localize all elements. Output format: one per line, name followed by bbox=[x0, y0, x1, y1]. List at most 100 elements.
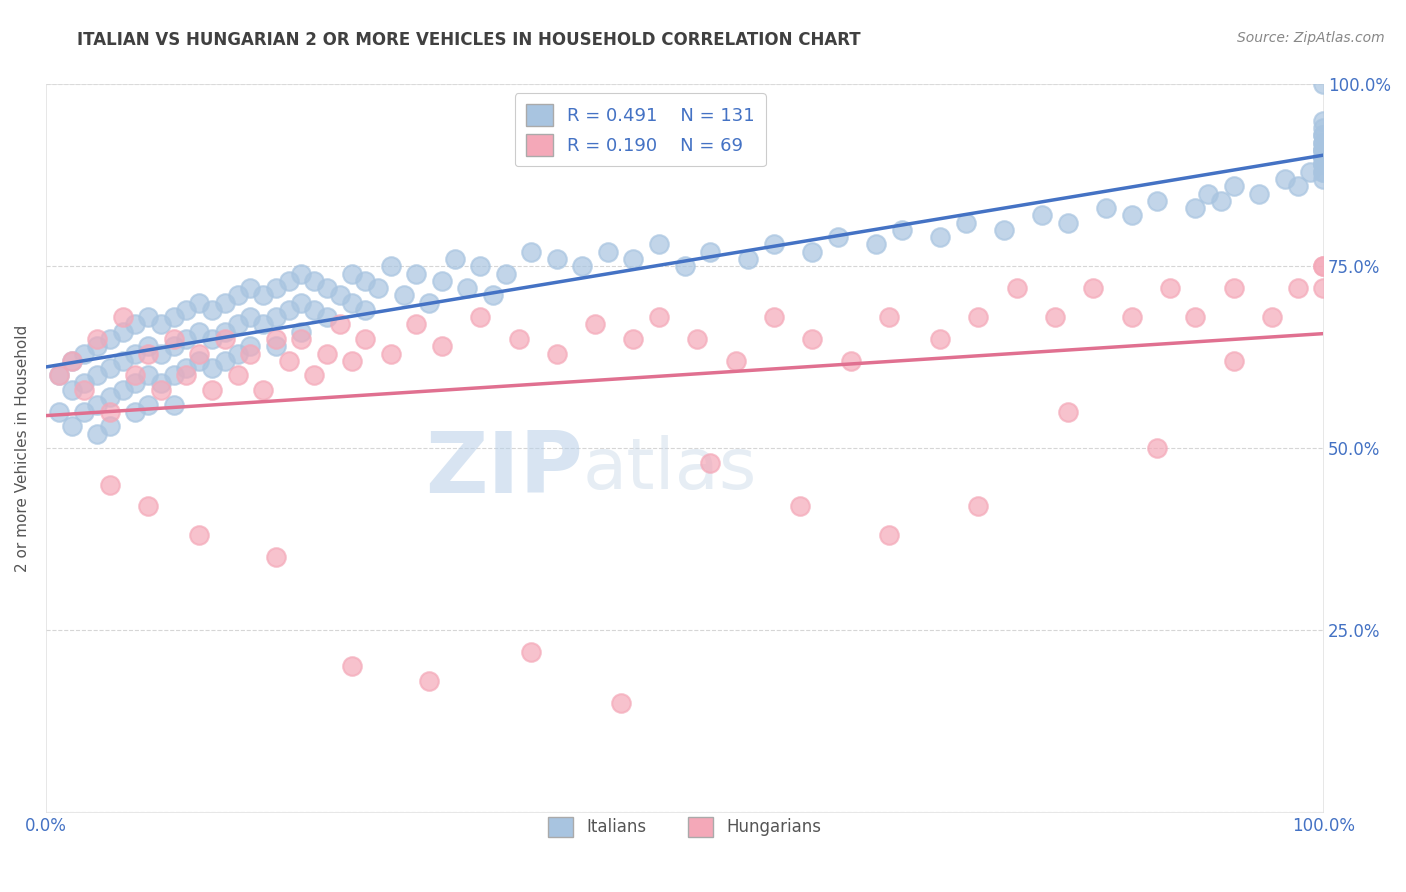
Point bbox=[443, 252, 465, 266]
Point bbox=[955, 216, 977, 230]
Point bbox=[1312, 128, 1334, 143]
Point bbox=[929, 332, 952, 346]
Point bbox=[111, 383, 134, 397]
Point bbox=[1312, 165, 1334, 179]
Point bbox=[1312, 150, 1334, 164]
Point bbox=[290, 325, 312, 339]
Point bbox=[163, 310, 186, 325]
Point bbox=[1286, 281, 1309, 295]
Point bbox=[1184, 310, 1206, 325]
Point bbox=[163, 397, 186, 411]
Point bbox=[111, 354, 134, 368]
Point bbox=[648, 237, 671, 252]
Point bbox=[48, 405, 70, 419]
Point bbox=[354, 332, 377, 346]
Point bbox=[98, 390, 121, 404]
Point bbox=[214, 354, 236, 368]
Point bbox=[136, 346, 159, 360]
Point bbox=[239, 339, 262, 353]
Point bbox=[264, 339, 287, 353]
Point bbox=[699, 244, 721, 259]
Point bbox=[546, 252, 568, 266]
Point bbox=[176, 332, 198, 346]
Point bbox=[789, 500, 811, 514]
Point bbox=[60, 354, 83, 368]
Point bbox=[737, 252, 759, 266]
Text: Source: ZipAtlas.com: Source: ZipAtlas.com bbox=[1237, 31, 1385, 45]
Point bbox=[546, 346, 568, 360]
Point bbox=[623, 252, 645, 266]
Point bbox=[967, 500, 990, 514]
Point bbox=[98, 419, 121, 434]
Point bbox=[1312, 143, 1334, 157]
Point bbox=[277, 354, 299, 368]
Point bbox=[495, 267, 517, 281]
Text: ZIP: ZIP bbox=[425, 428, 582, 511]
Point bbox=[482, 288, 505, 302]
Point bbox=[673, 260, 696, 274]
Point bbox=[86, 339, 108, 353]
Point bbox=[380, 260, 402, 274]
Point bbox=[316, 346, 339, 360]
Point bbox=[1043, 310, 1066, 325]
Point bbox=[48, 368, 70, 383]
Point bbox=[226, 346, 249, 360]
Point bbox=[239, 310, 262, 325]
Point bbox=[86, 426, 108, 441]
Point bbox=[188, 295, 211, 310]
Point bbox=[201, 361, 224, 376]
Point bbox=[877, 528, 900, 542]
Point bbox=[98, 332, 121, 346]
Point bbox=[149, 376, 172, 390]
Point bbox=[201, 383, 224, 397]
Point bbox=[214, 325, 236, 339]
Point bbox=[302, 302, 325, 317]
Point bbox=[226, 368, 249, 383]
Point bbox=[967, 310, 990, 325]
Point bbox=[226, 318, 249, 332]
Point bbox=[1312, 157, 1334, 171]
Point bbox=[60, 354, 83, 368]
Point bbox=[1184, 201, 1206, 215]
Point bbox=[342, 354, 364, 368]
Point bbox=[1312, 113, 1334, 128]
Point bbox=[470, 310, 492, 325]
Point bbox=[1209, 194, 1232, 208]
Point bbox=[1261, 310, 1284, 325]
Point bbox=[252, 318, 274, 332]
Y-axis label: 2 or more Vehicles in Household: 2 or more Vehicles in Household bbox=[15, 325, 30, 572]
Legend: Italians, Hungarians: Italians, Hungarians bbox=[541, 810, 828, 844]
Point bbox=[226, 288, 249, 302]
Point bbox=[264, 550, 287, 565]
Point bbox=[418, 295, 440, 310]
Point bbox=[73, 346, 96, 360]
Point bbox=[124, 318, 146, 332]
Point bbox=[993, 223, 1015, 237]
Point bbox=[827, 230, 849, 244]
Point bbox=[163, 368, 186, 383]
Point bbox=[1312, 165, 1334, 179]
Point bbox=[124, 405, 146, 419]
Point bbox=[520, 244, 543, 259]
Point bbox=[1095, 201, 1118, 215]
Point bbox=[264, 281, 287, 295]
Point bbox=[405, 318, 427, 332]
Point bbox=[342, 659, 364, 673]
Point bbox=[149, 383, 172, 397]
Point bbox=[1312, 78, 1334, 92]
Point bbox=[290, 267, 312, 281]
Point bbox=[762, 237, 785, 252]
Point bbox=[1312, 260, 1334, 274]
Point bbox=[98, 361, 121, 376]
Point bbox=[239, 281, 262, 295]
Point bbox=[1146, 441, 1168, 455]
Point bbox=[762, 310, 785, 325]
Point bbox=[136, 368, 159, 383]
Point bbox=[124, 368, 146, 383]
Point bbox=[124, 376, 146, 390]
Point bbox=[430, 339, 453, 353]
Point bbox=[1312, 157, 1334, 171]
Point bbox=[1249, 186, 1271, 201]
Point bbox=[48, 368, 70, 383]
Point bbox=[98, 405, 121, 419]
